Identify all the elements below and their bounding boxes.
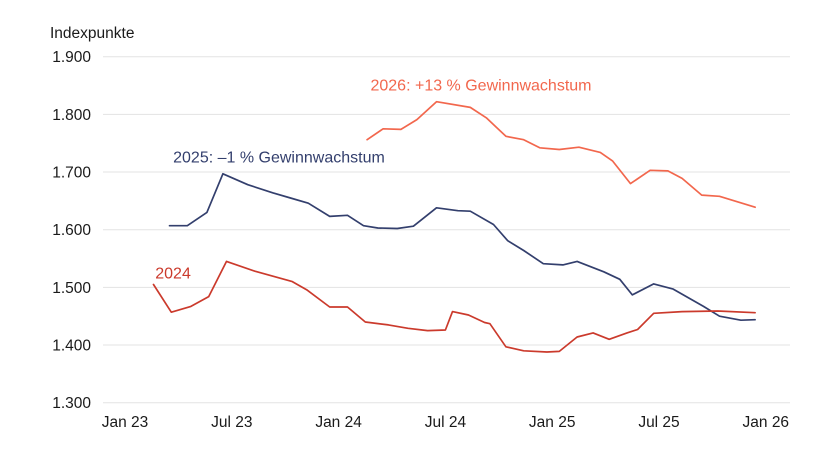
x-tick-label: Jul 25 <box>638 414 679 431</box>
y-tick-label: 1.700 <box>52 165 91 182</box>
y-tick-label: 1.400 <box>52 338 91 355</box>
series-2024-label: 2024 <box>155 266 191 283</box>
y-axis-unit-label: Indexpunkte <box>50 25 135 42</box>
x-tick-label: Jul 24 <box>425 414 467 431</box>
series-2025-label: 2025: –1 % Gewinnwachstum <box>173 150 385 167</box>
x-tick-label: Jan 26 <box>743 414 790 431</box>
y-tick-label: 1.900 <box>52 49 91 66</box>
x-tick-label: Jan 24 <box>315 414 362 431</box>
x-tick-label: Jan 25 <box>529 414 576 431</box>
x-tick-label: Jul 23 <box>211 414 252 431</box>
x-tick-label: Jan 23 <box>102 414 149 431</box>
series-2026-label: 2026: +13 % Gewinnwachstum <box>370 78 591 95</box>
y-tick-label: 1.800 <box>52 107 91 124</box>
series-2024-line <box>152 260 756 353</box>
y-tick-label: 1.300 <box>52 395 91 412</box>
series-2026-line <box>366 100 756 209</box>
y-tick-label: 1.600 <box>52 222 91 239</box>
y-tick-label: 1.500 <box>52 280 91 297</box>
series-2025-line <box>168 172 756 322</box>
